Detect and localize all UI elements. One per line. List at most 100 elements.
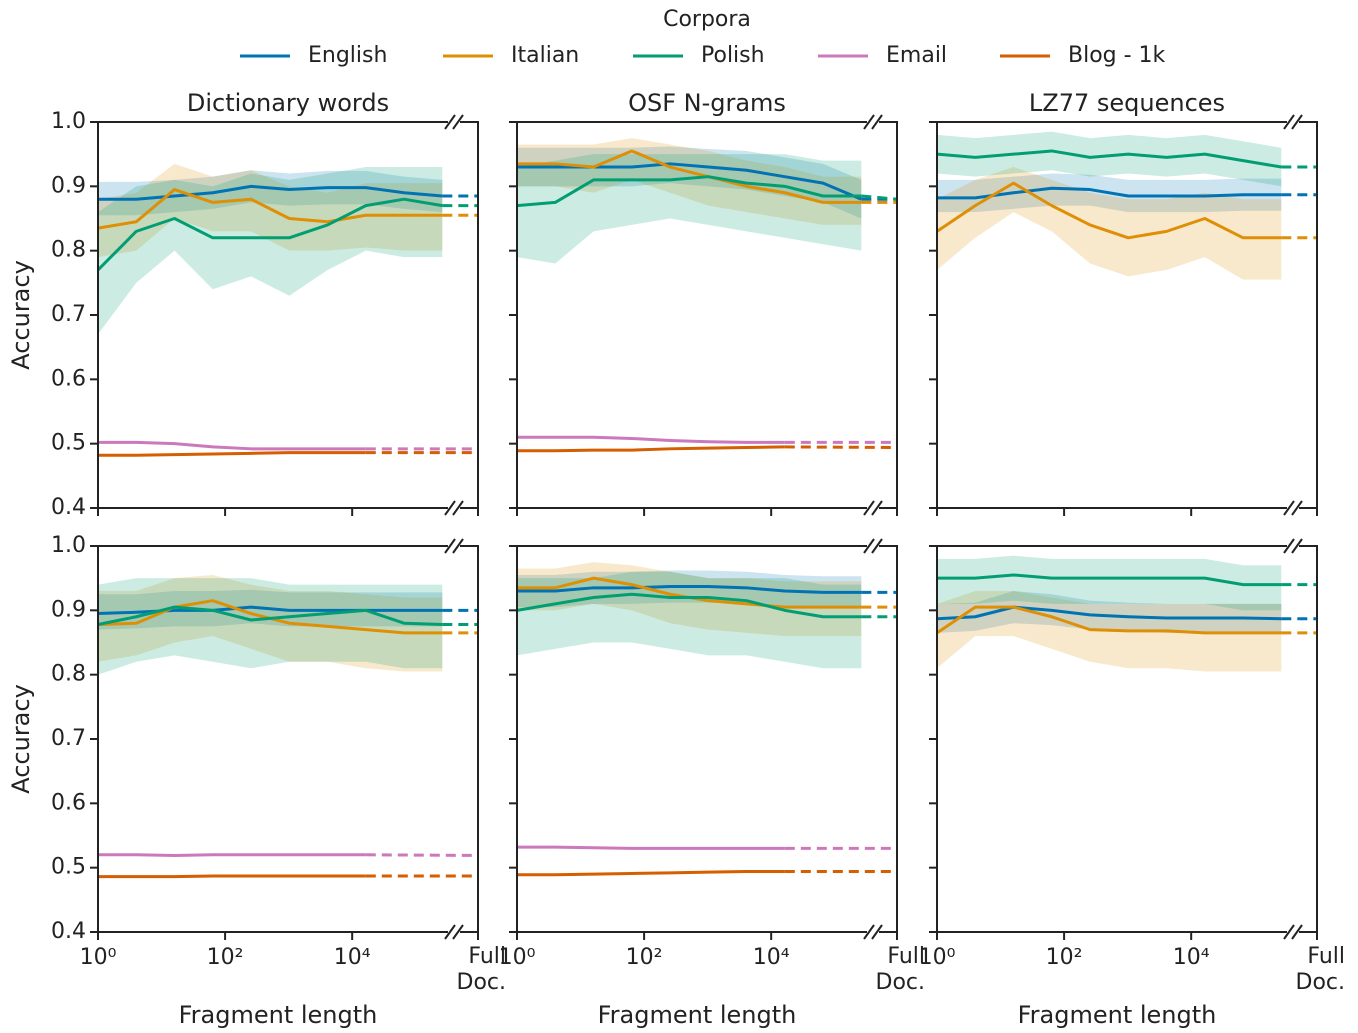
x-tick-label: 10² (626, 945, 663, 970)
legend-label: Email (886, 43, 947, 68)
y-tick-label: 0.8 (51, 238, 86, 263)
panel: 10⁰ 10² 10⁴ Fragment length (919, 538, 1318, 1029)
series-line (517, 445, 785, 453)
x-tick-label: 10² (1046, 945, 1083, 970)
full-doc-line (365, 853, 479, 857)
axis-break-gap (1287, 543, 1299, 549)
series-line (936, 149, 1282, 169)
series-line (96, 197, 443, 272)
axis-break (871, 500, 883, 516)
series-line (936, 181, 1282, 240)
axis-break-gap (867, 119, 879, 125)
series-line (516, 592, 862, 619)
full-doc-line (784, 445, 898, 450)
series-line (98, 184, 443, 201)
y-tick-label: 0.5 (51, 855, 86, 880)
axis-break (444, 114, 456, 130)
x-axis-label: Fragment length (1018, 1001, 1217, 1029)
series-line (517, 162, 862, 201)
axis-break (444, 500, 456, 516)
x-tick-label: 10² (207, 945, 244, 970)
legend-label: Italian (511, 43, 579, 68)
axis-break (863, 114, 875, 130)
series-line (98, 874, 366, 879)
y-tick-label: 0.5 (51, 431, 86, 456)
series-line (97, 188, 443, 230)
axis-break (871, 538, 883, 554)
panel: LZ77 sequences (929, 89, 1318, 516)
confidence-band (937, 591, 1282, 634)
panel-title: OSF N-grams (628, 89, 786, 117)
y-tick-label: 1.0 (51, 533, 86, 558)
series-line (517, 870, 785, 877)
axis-break-gap (1287, 505, 1299, 511)
x-tick-label: 10⁴ (1173, 945, 1210, 970)
panel: OSF N-grams (509, 89, 898, 516)
y-tick-label: 0.6 (51, 790, 86, 815)
series-line (98, 440, 366, 451)
series-line (517, 845, 785, 850)
panel-title: LZ77 sequences (1029, 89, 1225, 117)
confidence-band (98, 574, 443, 672)
full-doc-label: Full Doc. (1295, 944, 1346, 995)
axis-break (1283, 114, 1295, 130)
y-tick-label: 0.4 (51, 495, 86, 520)
confidence-band (98, 170, 443, 216)
y-axis-label: Accuracy (7, 260, 35, 370)
series-line (516, 175, 862, 208)
y-axis-label: Accuracy (7, 684, 35, 794)
axis-break (452, 924, 464, 940)
y-tick-label: 0.7 (51, 302, 86, 327)
y-tick-label: 0.7 (51, 726, 86, 751)
legend-label: Blog - 1k (1068, 43, 1166, 68)
x-tick-label: 10⁰ (499, 945, 536, 970)
confidence-band (517, 138, 862, 225)
y-tick-label: 0.4 (51, 919, 86, 944)
confidence-band (98, 578, 443, 675)
y-tick-label: 0.9 (51, 173, 86, 198)
confidence-band (937, 555, 1282, 611)
y-tick-label: 0.9 (51, 597, 86, 622)
axis-break-gap (448, 119, 460, 125)
axis-break (1291, 538, 1303, 554)
axis-break-gap (1287, 929, 1299, 935)
axis-break (452, 114, 464, 130)
series-line (98, 853, 366, 857)
series-line (517, 585, 862, 594)
series-line (98, 451, 366, 457)
axis-break (444, 924, 456, 940)
x-tick-label: 10⁰ (80, 945, 117, 970)
x-tick-label: 10⁴ (334, 945, 371, 970)
axis-break-gap (867, 505, 879, 511)
x-axis-label: Fragment length (179, 1001, 378, 1029)
axis-break (1283, 500, 1295, 516)
axis-break (452, 538, 464, 554)
axis-break (452, 500, 464, 516)
y-tick-label: 0.6 (51, 366, 86, 391)
series-line (97, 605, 443, 626)
axis-break-gap (867, 929, 879, 935)
series-line (936, 605, 1282, 635)
legend-label: English (308, 43, 387, 68)
full-doc-label: Full Doc. (456, 944, 507, 995)
axis-break-gap (448, 505, 460, 511)
axis-break (444, 538, 456, 554)
confidence-band (517, 154, 862, 264)
series-line (517, 149, 862, 204)
axis-break (863, 500, 875, 516)
panel: 10⁰ 10² 10⁴ Fragment length (499, 538, 898, 1029)
axis-break (1283, 538, 1295, 554)
axis-break (1291, 114, 1303, 130)
panel: 0.4 0.5 0.6 0.7 0.8 0.9 1.0 Dictionary words Acc… (7, 89, 479, 520)
axis-break (863, 924, 875, 940)
x-tick-label: 10⁰ (919, 945, 956, 970)
axis-break (1283, 924, 1295, 940)
axis-break-gap (448, 929, 460, 935)
axis-break (863, 538, 875, 554)
x-tick-label: 10⁴ (753, 945, 790, 970)
series-line (936, 605, 1282, 621)
full-doc-label: Full Doc. (875, 944, 926, 995)
axis-break (1291, 500, 1303, 516)
